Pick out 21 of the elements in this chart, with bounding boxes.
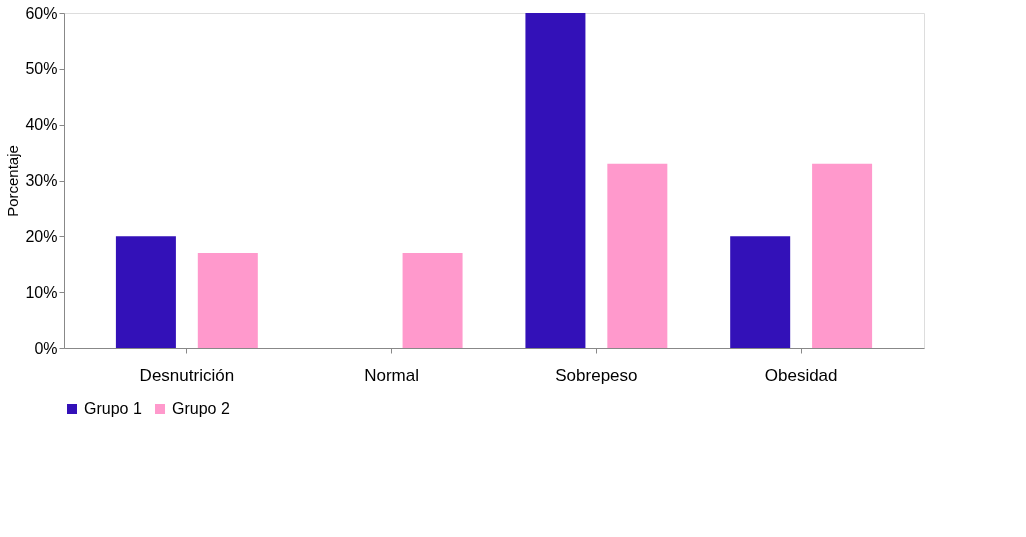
bar: [197, 253, 258, 348]
y-tick-label: 60%: [25, 4, 58, 22]
y-tick-label: 10%: [25, 283, 58, 301]
bar: [607, 163, 668, 348]
x-tick-label: Normal: [364, 365, 420, 385]
bar: [402, 253, 463, 348]
legend-label: Grupo 1: [84, 400, 142, 417]
x-tick-label: Sobrepeso: [555, 365, 638, 385]
y-tick-label: 20%: [25, 227, 58, 245]
y-tick-label: 40%: [25, 116, 58, 134]
y-axis-title: Porcentaje: [4, 145, 22, 217]
bar: [115, 236, 176, 348]
legend-label: Grupo 2: [172, 400, 230, 417]
bar: [812, 163, 873, 348]
y-tick-label: 30%: [25, 172, 58, 189]
bar: [730, 236, 791, 348]
x-tick-label: Desnutrición: [139, 365, 235, 385]
y-tick-label: 50%: [25, 60, 58, 78]
y-tick-label: 0%: [34, 339, 58, 357]
bar: [525, 13, 586, 348]
x-tick-label: Obesidad: [764, 365, 838, 385]
